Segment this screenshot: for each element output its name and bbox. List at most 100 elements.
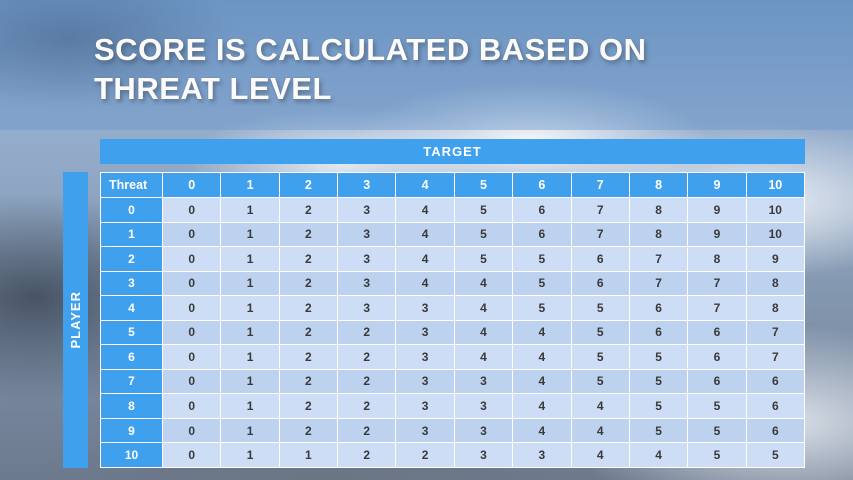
target-level-header: 2 xyxy=(278,172,339,198)
score-cell: 7 xyxy=(687,295,747,321)
score-cell: 8 xyxy=(628,197,689,223)
score-cell: 4 xyxy=(395,197,455,223)
score-cell: 7 xyxy=(628,246,689,272)
score-cell: 4 xyxy=(395,221,455,248)
target-axis-label: TARGET xyxy=(423,144,482,159)
table-row: 10 0 1 1 2 2 3 3 4 4 5 5 xyxy=(100,442,806,468)
score-cell: 9 xyxy=(745,246,806,272)
score-cell: 2 xyxy=(278,319,339,346)
score-cell: 0 xyxy=(161,344,222,370)
score-cell: 0 xyxy=(161,417,222,444)
score-cell: 3 xyxy=(395,319,455,346)
table-row: 1 0 1 2 3 4 5 6 7 8 9 10 xyxy=(100,221,806,248)
score-cell: 1 xyxy=(220,295,280,321)
score-cell: 3 xyxy=(337,221,397,248)
player-axis-bar: PLAYER xyxy=(63,172,88,468)
title-band: SCORE IS CALCULATED BASED ON THREAT LEVE… xyxy=(0,0,853,130)
score-cell: 2 xyxy=(278,417,339,444)
score-cell: 5 xyxy=(453,221,514,248)
score-cell: 6 xyxy=(687,368,747,395)
score-cell: 6 xyxy=(512,197,572,223)
score-cell: 3 xyxy=(395,393,455,419)
score-cell: 5 xyxy=(628,344,689,370)
target-level-header: 9 xyxy=(687,172,747,198)
score-cell: 2 xyxy=(337,368,397,395)
score-cell: 6 xyxy=(512,221,572,248)
score-cell: 8 xyxy=(745,270,806,297)
score-cell: 6 xyxy=(570,270,630,297)
score-cell: 2 xyxy=(278,344,339,370)
table-row: 0 0 1 2 3 4 5 6 7 8 9 10 xyxy=(100,197,806,223)
threat-level-header: 10 xyxy=(100,442,163,468)
score-cell: 0 xyxy=(161,270,222,297)
score-cell: 5 xyxy=(628,417,689,444)
score-cell: 5 xyxy=(512,246,572,272)
score-cell: 4 xyxy=(628,442,689,468)
threat-corner-cell: Threat xyxy=(100,172,163,198)
score-cell: 5 xyxy=(570,319,630,346)
threat-level-header: 8 xyxy=(100,393,163,419)
threat-level-header: 3 xyxy=(100,270,163,297)
score-cell: 1 xyxy=(220,221,280,248)
score-cell: 2 xyxy=(278,368,339,395)
score-cell: 2 xyxy=(278,270,339,297)
score-cell: 6 xyxy=(687,319,747,346)
score-cell: 0 xyxy=(161,221,222,248)
score-cell: 6 xyxy=(745,393,806,419)
score-cell: 3 xyxy=(395,368,455,395)
score-cell: 5 xyxy=(512,295,572,321)
score-cell: 1 xyxy=(220,368,280,395)
score-cell: 1 xyxy=(220,344,280,370)
score-cell: 10 xyxy=(745,197,806,223)
score-cell: 1 xyxy=(278,442,339,468)
score-cell: 1 xyxy=(220,393,280,419)
score-cell: 3 xyxy=(453,368,514,395)
target-level-header: 5 xyxy=(453,172,514,198)
score-cell: 3 xyxy=(395,295,455,321)
score-cell: 4 xyxy=(512,393,572,419)
player-axis-label: PLAYER xyxy=(68,291,83,349)
score-cell: 5 xyxy=(570,344,630,370)
score-cell: 2 xyxy=(337,393,397,419)
score-cell: 2 xyxy=(278,295,339,321)
score-cell: 2 xyxy=(337,344,397,370)
score-cell: 5 xyxy=(570,295,630,321)
score-cell: 0 xyxy=(161,246,222,272)
score-cell: 7 xyxy=(687,270,747,297)
target-level-header: 3 xyxy=(337,172,397,198)
threat-level-header: 4 xyxy=(100,295,163,321)
score-cell: 5 xyxy=(570,368,630,395)
score-cell: 6 xyxy=(745,368,806,395)
score-cell: 7 xyxy=(628,270,689,297)
score-cell: 8 xyxy=(628,221,689,248)
score-cell: 4 xyxy=(570,442,630,468)
score-cell: 7 xyxy=(570,221,630,248)
score-cell: 1 xyxy=(220,319,280,346)
score-cell: 4 xyxy=(453,344,514,370)
score-cell: 9 xyxy=(687,221,747,248)
score-cell: 2 xyxy=(337,442,397,468)
score-cell: 4 xyxy=(395,270,455,297)
score-cell: 5 xyxy=(628,393,689,419)
score-cell: 1 xyxy=(220,197,280,223)
score-cell: 0 xyxy=(161,368,222,395)
target-level-header: 7 xyxy=(570,172,630,198)
score-cell: 5 xyxy=(628,368,689,395)
threat-level-header: 9 xyxy=(100,417,163,444)
threat-level-header: 6 xyxy=(100,344,163,370)
threat-level-header: 7 xyxy=(100,368,163,395)
score-cell: 4 xyxy=(512,368,572,395)
score-cell: 0 xyxy=(161,319,222,346)
score-cell: 2 xyxy=(395,442,455,468)
threat-level-header: 5 xyxy=(100,319,163,346)
target-level-header: 8 xyxy=(628,172,689,198)
score-cell: 4 xyxy=(453,295,514,321)
score-cell: 5 xyxy=(687,442,747,468)
score-cell: 5 xyxy=(512,270,572,297)
page-title: SCORE IS CALCULATED BASED ON THREAT LEVE… xyxy=(94,32,647,106)
